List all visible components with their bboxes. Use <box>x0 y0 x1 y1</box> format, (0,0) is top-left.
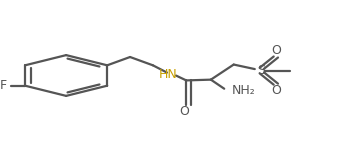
Text: O: O <box>179 105 189 118</box>
Text: F: F <box>0 79 7 92</box>
Text: O: O <box>272 44 282 58</box>
Text: NH₂: NH₂ <box>232 84 256 97</box>
Text: HN: HN <box>159 68 178 81</box>
Text: O: O <box>272 84 282 97</box>
Text: S: S <box>257 64 265 77</box>
